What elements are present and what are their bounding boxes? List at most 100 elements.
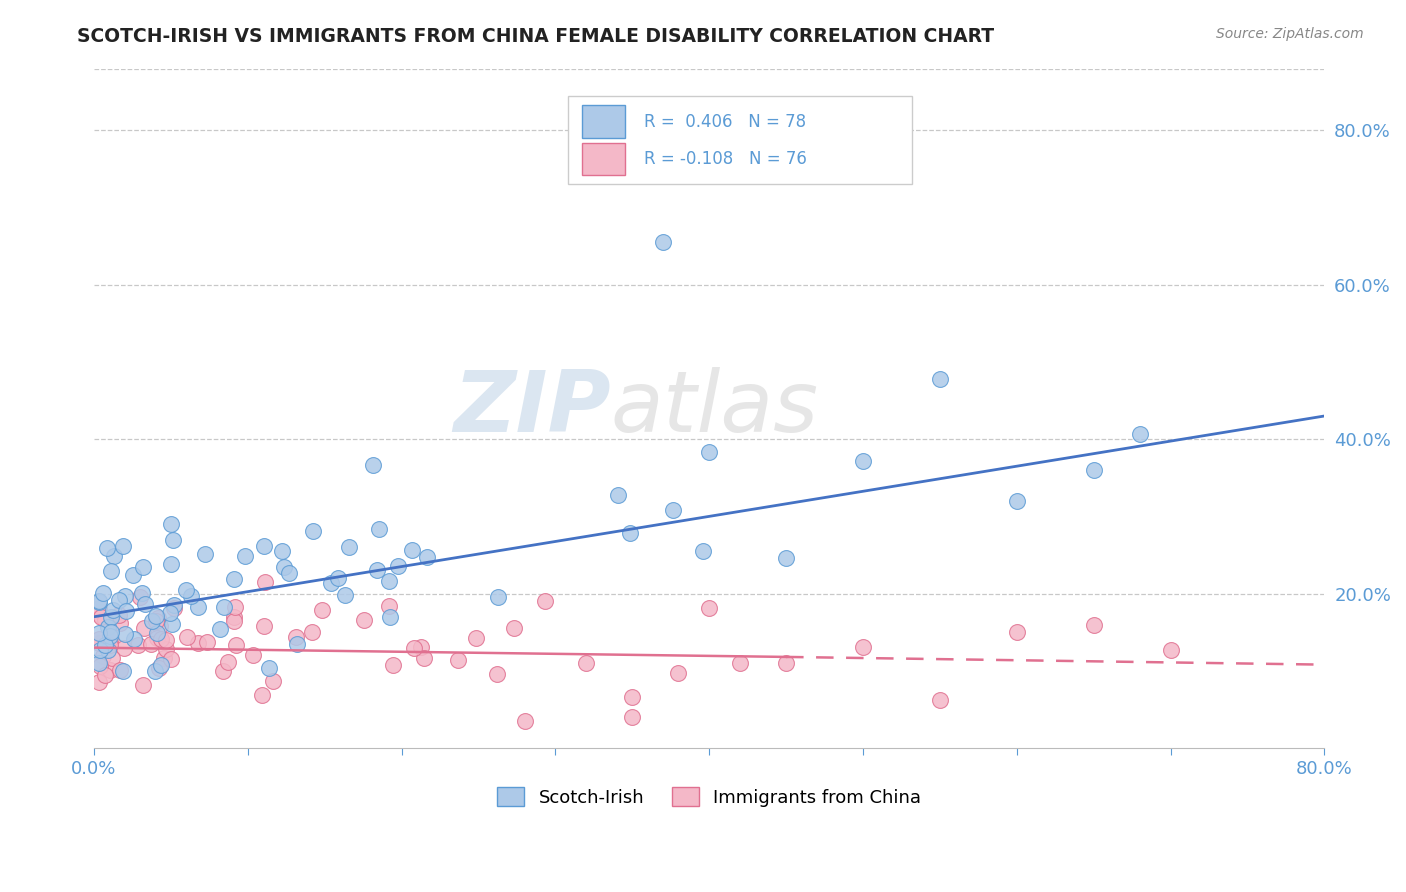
Point [160,616,183,631]
Point [112,664,135,678]
Point [212,664,235,678]
Point [129,590,152,604]
Point [91,649,114,664]
Point [103,549,125,563]
Point [87,600,110,615]
Point [132,620,155,634]
Point [486,667,509,681]
Point [141,614,163,628]
FancyBboxPatch shape [568,95,912,184]
Point [159,606,181,620]
Point [262,673,284,688]
Point [174,582,197,597]
Point [122,632,145,646]
Point [101,602,124,616]
Point [112,540,135,554]
Point [225,638,247,652]
Point [697,601,720,615]
Point [606,488,628,502]
Point [250,688,273,702]
Point [155,641,177,656]
Point [114,627,136,641]
Point [301,524,323,538]
Point [285,637,308,651]
Point [621,710,644,724]
Text: R =  0.406   N = 78: R = 0.406 N = 78 [644,112,806,130]
Point [465,631,488,645]
Point [89,610,111,624]
Point [222,572,245,586]
Point [1005,494,1028,508]
Point [146,611,169,625]
Point [1083,463,1105,477]
Point [852,640,875,654]
Point [89,643,111,657]
Point [143,664,166,678]
Point [90,608,112,623]
Legend: Scotch-Irish, Immigrants from China: Scotch-Irish, Immigrants from China [491,780,928,814]
Point [87,594,110,608]
Bar [582,143,626,175]
Point [176,630,198,644]
Point [1083,617,1105,632]
Point [401,542,423,557]
Point [132,678,155,692]
Bar [582,105,626,138]
Point [114,589,136,603]
Point [98,663,121,677]
Point [513,714,536,728]
Point [209,622,232,636]
Point [378,574,401,588]
Point [311,603,333,617]
Point [89,636,111,650]
Point [697,445,720,459]
Point [253,539,276,553]
Point [194,547,217,561]
Point [121,568,143,582]
Point [775,656,797,670]
Point [852,453,875,467]
Point [148,661,170,675]
Point [273,560,295,574]
Point [409,640,432,654]
Point [131,586,153,600]
Point [141,637,163,651]
Point [621,690,644,704]
Point [112,640,135,655]
Point [534,594,557,608]
Point [145,614,167,628]
Point [412,650,434,665]
Point [149,618,172,632]
Point [353,613,375,627]
Point [96,541,118,556]
Point [101,651,124,665]
Point [652,235,675,250]
Point [253,574,276,589]
Point [233,549,256,564]
Point [87,656,110,670]
Point [100,631,122,645]
Point [387,559,409,574]
Point [692,544,714,558]
Point [187,599,209,614]
Point [108,616,131,631]
Point [253,619,276,633]
Point [222,615,245,629]
Point [224,600,246,615]
Point [1129,427,1152,442]
Point [89,658,111,673]
Point [928,372,950,386]
Point [662,503,685,517]
Text: ZIP: ZIP [453,367,610,450]
Point [100,624,122,639]
Point [145,609,167,624]
Point [361,458,384,472]
Point [98,638,121,652]
Point [381,658,404,673]
Point [98,629,121,643]
Point [575,657,598,671]
Point [284,630,307,644]
Text: atlas: atlas [610,367,818,450]
Point [502,621,524,635]
Point [486,591,509,605]
